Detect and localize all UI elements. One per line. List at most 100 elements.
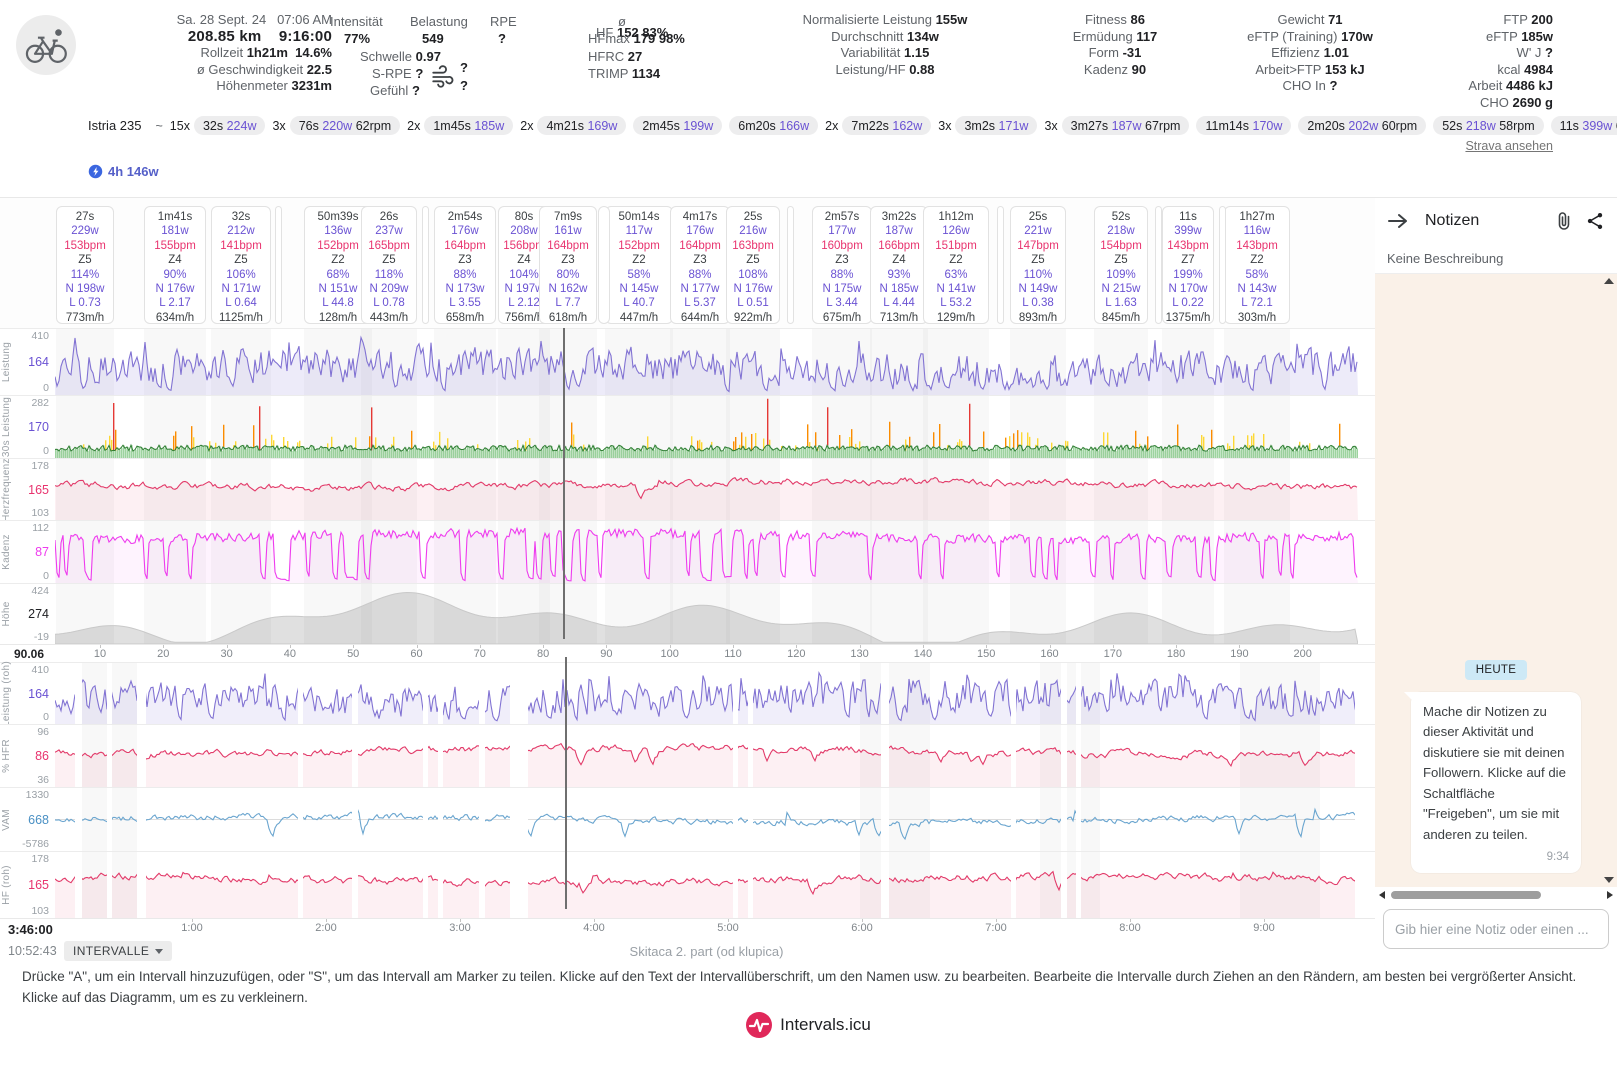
srpe-value[interactable]: ? — [415, 66, 424, 81]
panel-plot[interactable] — [55, 521, 1358, 583]
panel-plot[interactable] — [55, 329, 1358, 395]
selected-interval-name[interactable]: Skitaca 2. part (od klupica) — [629, 944, 784, 959]
interval-card[interactable]: 50m14s 117w 152bpm Z2 58% N 145w L 40.7 447m/h — [605, 206, 673, 324]
interval-card[interactable]: 4m17s 176w 164bpm Z3 88% N 177w L 5.37 644m/h — [670, 206, 730, 324]
panel-plot[interactable] — [55, 725, 1358, 787]
workout-name[interactable]: Istria 235 — [88, 118, 142, 133]
tick-min: 103 — [31, 507, 49, 519]
interval-chip[interactable]: 11m14s 170w — [1196, 116, 1292, 135]
notes-chat-area[interactable]: HEUTE Mache dir Notizen zu dieser Aktivi… — [1375, 274, 1617, 887]
interval-chip[interactable]: 2m45s 199w — [633, 116, 723, 135]
panel-plot[interactable] — [55, 852, 1358, 918]
interval-card[interactable]: 7m9s 161w 164bpm Z3 80% N 162w L 7.7 618m/h — [539, 206, 597, 324]
interval-card[interactable]: 50m39s 136w 152bpm Z2 68% N 151w L 44.8 128m/h — [304, 206, 372, 324]
interval-card[interactable]: 27s 229w 153bpm Z5 114% N 198w L 0.73 773m/h — [56, 206, 114, 324]
distance-tick: 190 — [1230, 648, 1249, 660]
ftp-value: 200 — [1531, 12, 1553, 27]
scrollbar-thumb[interactable] — [1391, 891, 1541, 899]
interval-card[interactable]: 25s 221w 147bpm Z5 110% N 149w L 0.38 893m/h — [1010, 206, 1066, 324]
time-tick: 2:00 — [315, 922, 337, 934]
chart-panel--hfr[interactable]: % HFR 96 86 36 — [0, 724, 1375, 787]
share-icon[interactable] — [1585, 211, 1605, 231]
panel-name: 30s Leistung — [1, 396, 12, 458]
work-above-ftp-label: Arbeit>FTP — [1255, 61, 1322, 77]
scroll-right-icon[interactable] — [1607, 891, 1613, 899]
panel-plot[interactable] — [55, 663, 1358, 724]
interval-chip[interactable]: 6m20s 166w — [729, 116, 819, 135]
chart-panel-h-he[interactable]: Höhe 424 274 -19 — [0, 583, 1375, 644]
interval-card-sliver[interactable] — [421, 206, 429, 324]
interval-card[interactable]: 2m57s 177w 160bpm Z3 88% N 175w L 3.44 675m/h — [812, 206, 872, 324]
interval-card-sliver[interactable] — [598, 206, 610, 324]
interval-card[interactable]: 32s 212w 141bpm Z5 106% N 171w L 0.64 1125m/h — [211, 206, 271, 324]
notes-horizontal-scrollbar[interactable] — [1375, 887, 1617, 903]
interval-card[interactable]: 25s 216w 163bpm Z5 108% N 176w L 0.51 922m/h — [726, 206, 780, 324]
interval-card[interactable]: 2m54s 176w 164bpm Z3 88% N 173w L 3.55 658m/h — [434, 206, 496, 324]
wind-headwind-value[interactable]: ? — [460, 60, 468, 75]
trimp-value: 1134 — [631, 66, 661, 81]
interval-card[interactable]: 1m41s 181w 155bpm Z4 90% N 176w L 2.17 634m/h — [144, 206, 206, 324]
interval-card-sliver[interactable] — [1218, 206, 1226, 324]
interval-card-sliver[interactable] — [996, 206, 1004, 324]
collapse-arrow-icon[interactable] — [1387, 211, 1409, 231]
chart-cursor-lower[interactable] — [565, 657, 567, 909]
panel-plot[interactable] — [55, 584, 1358, 644]
distance-axis: 90.06 10 20 30 40 50 60 70 80 90 100 110 120 130 140 1… — [0, 644, 1375, 662]
chart-panel-vam[interactable]: VAM 1330 668 -5786 — [0, 787, 1375, 851]
chart-cursor-upper[interactable] — [563, 328, 565, 639]
interval-chip[interactable]: 52s 218w 58rpm — [1433, 116, 1544, 135]
interval-card[interactable]: 3m22s 187w 166bpm Z4 93% N 185w L 4.44 713m/h — [870, 206, 928, 324]
chart-panel-kadenz[interactable]: Kadenz 112 87 0 — [0, 520, 1375, 583]
brand-footer[interactable]: Intervals.icu — [0, 1012, 1617, 1038]
interval-chip[interactable]: 76s 220w 62rpm — [289, 116, 401, 135]
distance-tick-mark — [922, 645, 924, 648]
gefuehl-value[interactable]: ? — [411, 83, 420, 98]
interval-chip[interactable]: 3m2s 171w — [955, 116, 1038, 135]
interval-chip[interactable]: 2m20s 202w 60rpm — [1298, 116, 1427, 135]
paperclip-icon[interactable] — [1555, 211, 1573, 231]
interval-card-sliver[interactable] — [274, 206, 282, 324]
interval-card-sliver[interactable] — [786, 206, 794, 324]
w-prime-value[interactable]: ? — [1545, 45, 1553, 60]
interval-card[interactable]: 26s 237w 165bpm Z5 118% N 209w L 0.78 443m/h — [361, 206, 417, 324]
intervals-selector-button[interactable]: INTERVALLE — [64, 941, 173, 961]
wind-tailwind-value[interactable]: ? — [460, 78, 468, 93]
note-input[interactable] — [1383, 909, 1609, 949]
chart-panel-herzfrequenz[interactable]: Herzfrequenz 178 165 103 — [0, 458, 1375, 521]
chip-multiplier: 2x — [825, 118, 839, 133]
interval-chip[interactable]: 4m21s 169w — [537, 116, 627, 135]
interval-card[interactable]: 1h12m 126w 151bpm Z2 63% N 141w L 53.2 129m/h — [923, 206, 989, 324]
rpe-label: RPE — [490, 14, 517, 29]
interval-card-sliver[interactable] — [1154, 206, 1162, 324]
interval-card[interactable]: 11s 399w 143bpm Z7 199% N 170w L 0.22 1375m/h — [1162, 206, 1214, 324]
scroll-left-icon[interactable] — [1379, 891, 1385, 899]
cho-in-value[interactable]: ? — [1329, 78, 1338, 93]
scroll-down-icon[interactable] — [1604, 877, 1614, 883]
interval-card[interactable]: 52s 218w 154bpm Z5 109% N 215w L 1.63 845m/h — [1094, 206, 1148, 324]
cho-value: 2690 g — [1512, 94, 1553, 110]
interval-chip[interactable]: 11s 399w 60rpm — [1550, 116, 1617, 135]
interval-chip[interactable]: 3m27s 187w 67rpm — [1061, 116, 1190, 135]
panel-plot[interactable] — [55, 396, 1358, 458]
distance-tick: 100 — [660, 648, 679, 660]
distance-tick-mark — [669, 645, 671, 648]
gefuehl-label: Gefühl — [370, 83, 409, 98]
ftp-label: FTP — [1503, 12, 1528, 27]
interval-chip[interactable]: 32s 224w — [193, 116, 266, 135]
chart-area[interactable]: 27s 229w 153bpm Z5 114% N 198w L 0.73 773m/h 1m4… — [0, 198, 1375, 966]
activity-type-avatar[interactable] — [16, 15, 76, 75]
rpe-value[interactable]: ? — [498, 31, 506, 46]
panel-plot[interactable] — [55, 459, 1358, 520]
scroll-up-icon[interactable] — [1604, 278, 1614, 284]
interval-card[interactable]: 1h27m 116w 143bpm Z2 58% N 143w L 72.1 303m/h — [1224, 206, 1290, 324]
notes-header: Notizen — [1375, 198, 1617, 244]
panel-plot[interactable] — [55, 788, 1358, 851]
activity-description[interactable]: Keine Beschreibung — [1375, 244, 1617, 274]
interval-chip[interactable]: 7m22s 162w — [842, 116, 932, 135]
chart-panel-hf-roh-[interactable]: HF (roh) 178 165 103 — [0, 851, 1375, 918]
interval-chip[interactable]: 1m45s 185w — [424, 116, 514, 135]
strava-link[interactable]: Strava ansehen — [1465, 139, 1553, 153]
chart-panel-leistung[interactable]: Leistung 410 164 0 — [0, 328, 1375, 395]
chart-panel-30s-leistung[interactable]: 30s Leistung 282 170 0 — [0, 395, 1375, 458]
chart-panel-leistung-roh-[interactable]: Leistung (roh) 410 164 0 — [0, 661, 1375, 726]
